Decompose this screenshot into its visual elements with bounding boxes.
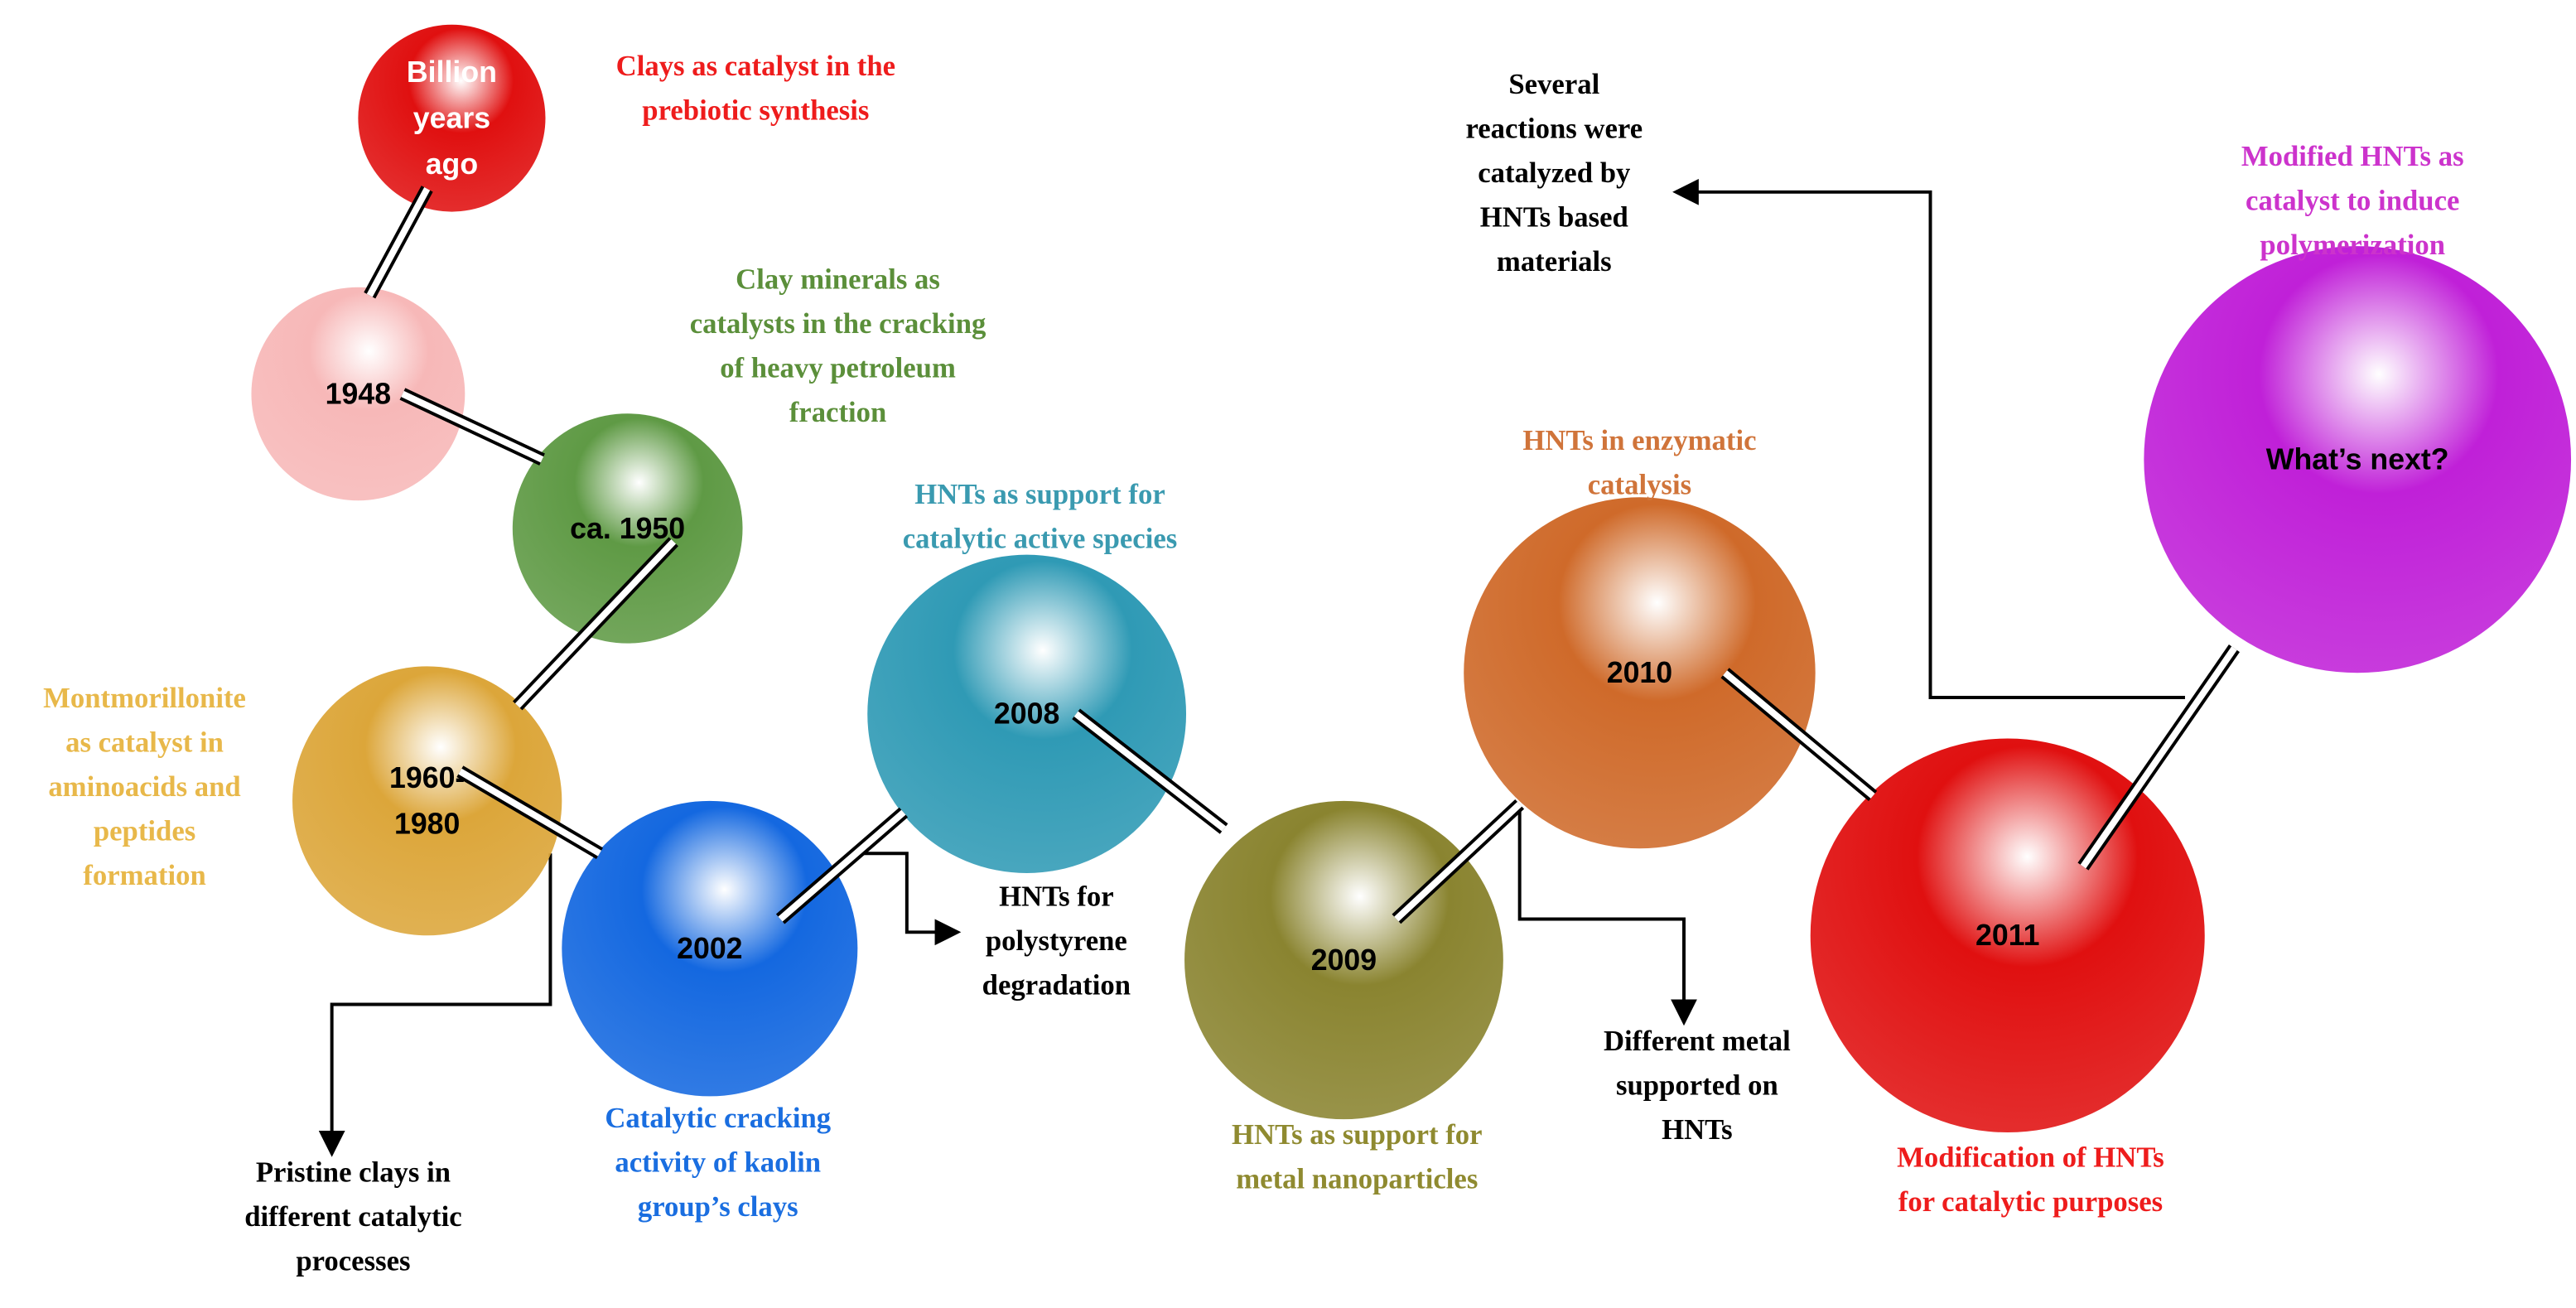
connector [778, 809, 906, 922]
note: HNTs for [999, 881, 1114, 913]
node-label: 1960- [389, 761, 465, 794]
note: materials [1497, 245, 1612, 278]
node-label: 1948 [326, 377, 391, 410]
note: different catalytic [244, 1200, 461, 1233]
caption: HNTs in enzymatic [1522, 424, 1756, 456]
caption: polymerization [2260, 229, 2445, 261]
caption: Montmorillonite [43, 682, 246, 714]
caption: Modified HNTs as [2241, 140, 2464, 172]
caption: Modification of HNTs [1897, 1141, 2164, 1174]
note: processes [296, 1244, 410, 1277]
note: polystyrene [986, 924, 1127, 957]
caption: for catalytic purposes [1898, 1185, 2163, 1218]
caption: catalyst to induce [2246, 185, 2459, 217]
spheres [251, 24, 2572, 1133]
caption: fraction [789, 396, 887, 428]
node-label: ca. 1950 [570, 512, 685, 545]
connector [401, 390, 544, 463]
caption: catalysis [1588, 468, 1691, 500]
connector [2080, 646, 2237, 869]
node-label: Billion [407, 56, 497, 89]
note: HNTs based [1480, 200, 1628, 233]
caption: Clay minerals as [736, 263, 940, 296]
caption: aminoacids and [48, 770, 240, 803]
sphere [358, 24, 546, 212]
caption: catalysts in the cracking [690, 307, 987, 340]
note: HNTs [1662, 1113, 1733, 1146]
node-label: years [413, 102, 490, 135]
connector [514, 539, 677, 708]
caption: catalytic active species [903, 523, 1178, 555]
sphere [512, 413, 743, 644]
caption: of heavy petroleum [720, 352, 956, 384]
node-label: 2010 [1607, 656, 1672, 689]
note: Several [1508, 68, 1599, 100]
sphere [867, 554, 1187, 873]
note: Pristine clays in [256, 1156, 451, 1188]
node-label: 2009 [1311, 944, 1377, 977]
note: Different metal [1604, 1025, 1791, 1057]
caption: Clays as catalyst in the [616, 50, 895, 82]
caption: peptides [94, 814, 195, 847]
note: catalyzed by [1478, 157, 1630, 189]
arrow [854, 852, 962, 946]
sphere [292, 666, 562, 936]
caption: as catalyst in [65, 726, 224, 758]
caption: prebiotic synthesis [642, 94, 869, 127]
node-label: 2011 [1975, 919, 2039, 952]
sphere [1184, 800, 1503, 1120]
caption: HNTs as support for [914, 478, 1165, 510]
caption: Catalytic cracking [605, 1102, 831, 1134]
sphere [1464, 497, 1816, 849]
sphere [251, 287, 466, 501]
caption: group’s clays [638, 1190, 798, 1223]
caption: HNTs as support for [1232, 1118, 1482, 1151]
connector [366, 186, 431, 297]
arrow [1672, 178, 2185, 699]
connector [1723, 670, 1875, 799]
note: supported on [1616, 1069, 1778, 1101]
node-label: ago [426, 147, 478, 181]
caption: metal nanoparticles [1236, 1162, 1478, 1195]
note: degradation [982, 969, 1131, 1002]
caption: activity of kaolin [615, 1146, 821, 1179]
connector [1394, 801, 1522, 922]
connector [1073, 711, 1227, 832]
sphere [2144, 246, 2572, 673]
arrows [318, 178, 2185, 1157]
connector [458, 768, 601, 857]
sphere [562, 800, 858, 1097]
node-label: 1980 [394, 807, 460, 840]
node-label: What’s next? [2266, 443, 2449, 476]
texts: Billion years ago Clays as catalyst in the p… [43, 50, 2463, 1277]
node-label: 2002 [677, 932, 742, 965]
caption: formation [83, 859, 205, 891]
arrow [318, 853, 552, 1157]
node-label: 2008 [994, 697, 1059, 731]
note: reactions were [1465, 112, 1643, 144]
arrow [1517, 807, 1697, 1026]
links [364, 186, 2240, 924]
